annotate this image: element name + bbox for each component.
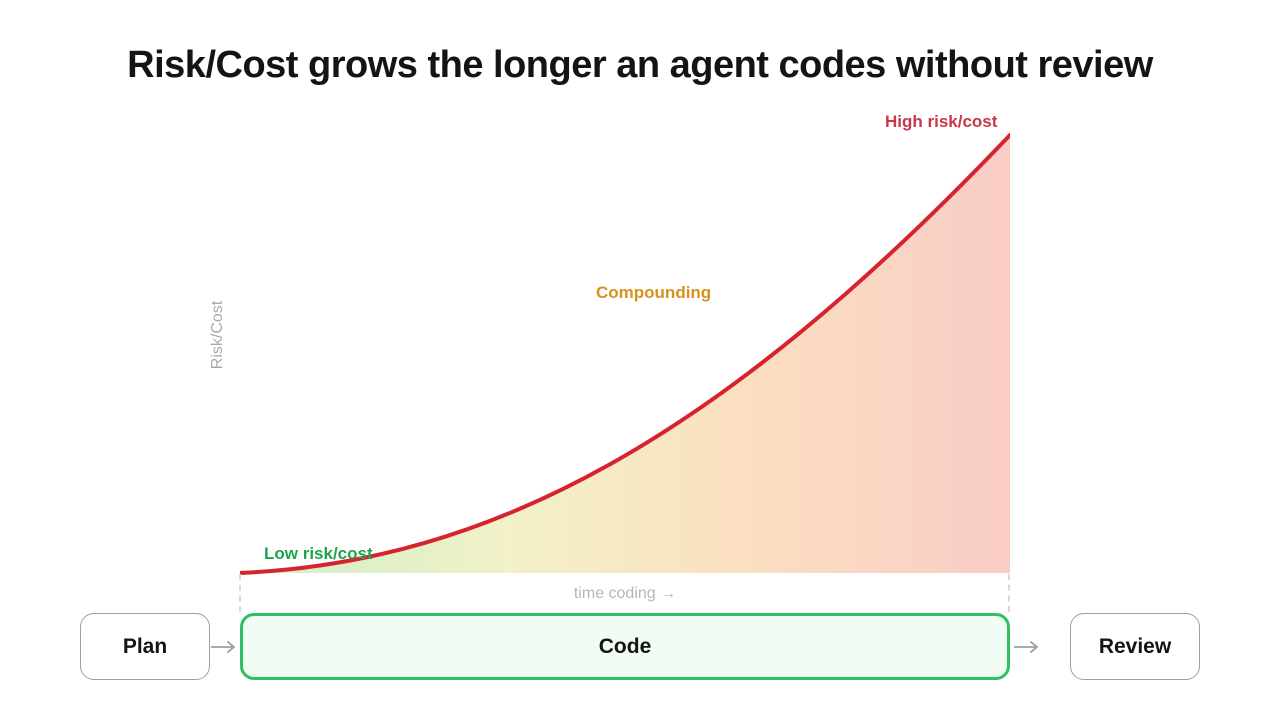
compounding-label: Compounding: [596, 283, 712, 302]
right-dashed-connector: [1008, 574, 1010, 612]
arrow-right-icon: [211, 641, 235, 653]
y-axis-label: Risk/Cost: [209, 300, 226, 370]
review-box: Review: [1070, 613, 1200, 680]
risk-curve-chart: [240, 133, 1010, 575]
risk-curve: [240, 133, 1010, 575]
low-risk-label: Low risk/cost: [264, 544, 373, 563]
gradient-area: [240, 135, 1010, 573]
high-risk-label: High risk/cost: [885, 112, 998, 131]
page-title: Risk/Cost grows the longer an agent code…: [127, 44, 1153, 86]
x-axis-label: time coding →: [573, 585, 677, 602]
arrow-right-icon: [1014, 641, 1038, 653]
code-box: Code: [240, 613, 1010, 680]
plan-box: Plan: [80, 613, 210, 680]
left-dashed-connector: [239, 574, 241, 612]
